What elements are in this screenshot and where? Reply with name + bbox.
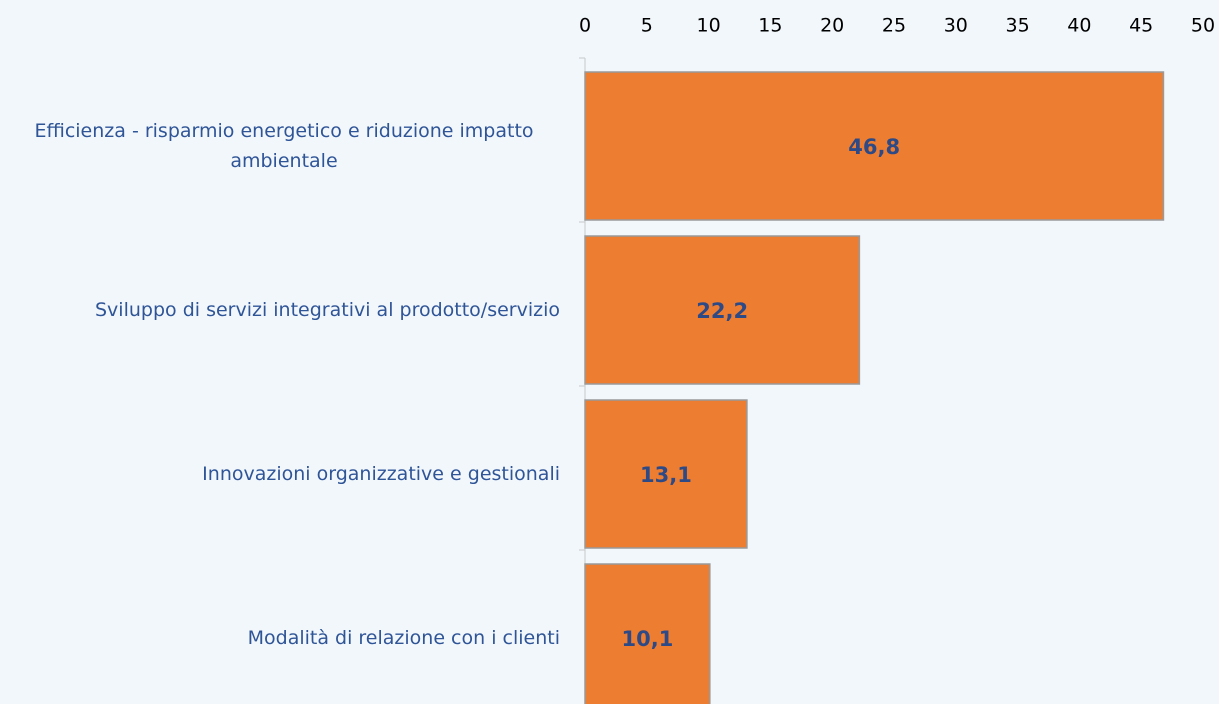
- category-label: Efficienza - risparmio energetico e ridu…: [8, 86, 560, 206]
- x-tick-label: 40: [1067, 15, 1091, 37]
- x-tick-label: 50: [1191, 15, 1215, 37]
- x-tick-label: 20: [820, 15, 844, 37]
- value-label: 10,1: [622, 627, 674, 651]
- category-text: Sviluppo di servizi integrativi al prodo…: [95, 299, 560, 321]
- x-tick-label: 5: [641, 15, 653, 37]
- bar: [584, 399, 748, 549]
- value-label: 22,2: [696, 299, 748, 323]
- x-tick-label: 25: [882, 15, 906, 37]
- category-text: Modalità di relazione con i clienti: [247, 627, 560, 649]
- x-tick-label: 10: [697, 15, 721, 37]
- category-label: Innovazioni organizzative e gestionali: [8, 414, 560, 534]
- x-tick-label: 35: [1006, 15, 1030, 37]
- x-tick-label: 30: [944, 15, 968, 37]
- x-tick-label: 15: [758, 15, 782, 37]
- value-label: 46,8: [848, 135, 900, 159]
- category-label: Modalità di relazione con i clienti: [8, 578, 560, 698]
- value-label: 13,1: [640, 463, 692, 487]
- category-text: Innovazioni organizzative e gestionali: [202, 463, 560, 485]
- bar: [584, 235, 861, 385]
- x-tick-label: 45: [1129, 15, 1153, 37]
- category-text: Efficienza - risparmio energetico e ridu…: [34, 120, 534, 172]
- category-label: Sviluppo di servizi integrativi al prodo…: [8, 250, 560, 370]
- bar: [584, 563, 711, 704]
- bar: [584, 71, 1165, 221]
- x-tick-label: 0: [579, 15, 591, 37]
